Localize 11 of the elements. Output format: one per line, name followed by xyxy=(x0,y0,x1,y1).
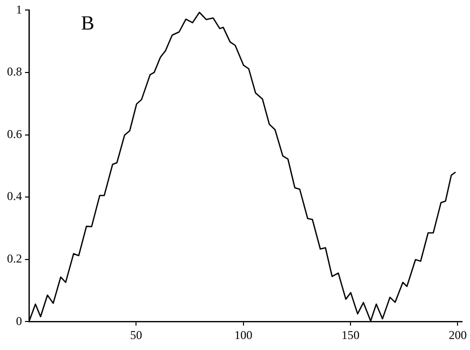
annotation: B xyxy=(81,12,94,34)
x-tick-label: 50 xyxy=(130,328,142,342)
x-tick-label: 200 xyxy=(448,328,467,342)
y-tick-label: 0.8 xyxy=(7,64,22,79)
x-tick-label: 150 xyxy=(342,328,360,342)
x-tick-label: 100 xyxy=(234,328,252,342)
y-tick-label: 1 xyxy=(16,2,22,16)
y-tick-label: 0.2 xyxy=(7,251,22,266)
y-tick-label: 0.6 xyxy=(7,126,22,141)
y-tick-label: 0.4 xyxy=(7,189,22,204)
y-tick-label: 0 xyxy=(16,314,22,328)
